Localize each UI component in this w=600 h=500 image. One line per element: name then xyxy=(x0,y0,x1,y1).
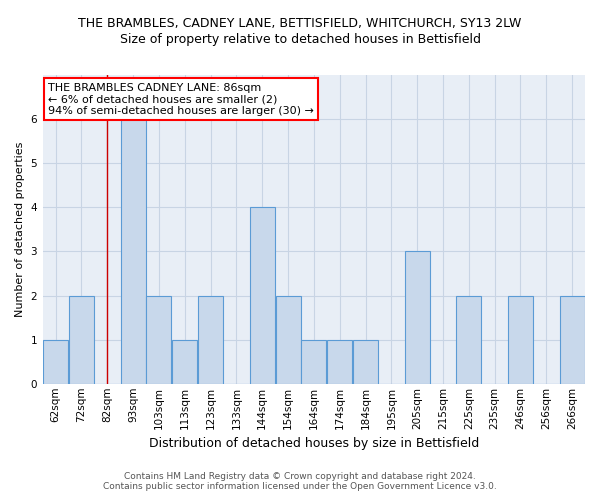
Bar xyxy=(275,296,301,384)
X-axis label: Distribution of detached houses by size in Bettisfield: Distribution of detached houses by size … xyxy=(149,437,479,450)
Bar xyxy=(456,296,481,384)
Bar xyxy=(508,296,533,384)
Bar xyxy=(198,296,223,384)
Bar xyxy=(69,296,94,384)
Text: Size of property relative to detached houses in Bettisfield: Size of property relative to detached ho… xyxy=(119,32,481,46)
Bar xyxy=(560,296,584,384)
Text: Contains public sector information licensed under the Open Government Licence v3: Contains public sector information licen… xyxy=(103,482,497,491)
Bar xyxy=(172,340,197,384)
Bar xyxy=(121,119,146,384)
Bar xyxy=(404,252,430,384)
Text: THE BRAMBLES, CADNEY LANE, BETTISFIELD, WHITCHURCH, SY13 2LW: THE BRAMBLES, CADNEY LANE, BETTISFIELD, … xyxy=(79,18,521,30)
Text: Contains HM Land Registry data © Crown copyright and database right 2024.: Contains HM Land Registry data © Crown c… xyxy=(124,472,476,481)
Y-axis label: Number of detached properties: Number of detached properties xyxy=(15,142,25,317)
Bar xyxy=(43,340,68,384)
Bar xyxy=(353,340,378,384)
Bar xyxy=(250,208,275,384)
Text: THE BRAMBLES CADNEY LANE: 86sqm
← 6% of detached houses are smaller (2)
94% of s: THE BRAMBLES CADNEY LANE: 86sqm ← 6% of … xyxy=(48,82,314,116)
Bar xyxy=(146,296,172,384)
Bar xyxy=(327,340,352,384)
Bar xyxy=(301,340,326,384)
